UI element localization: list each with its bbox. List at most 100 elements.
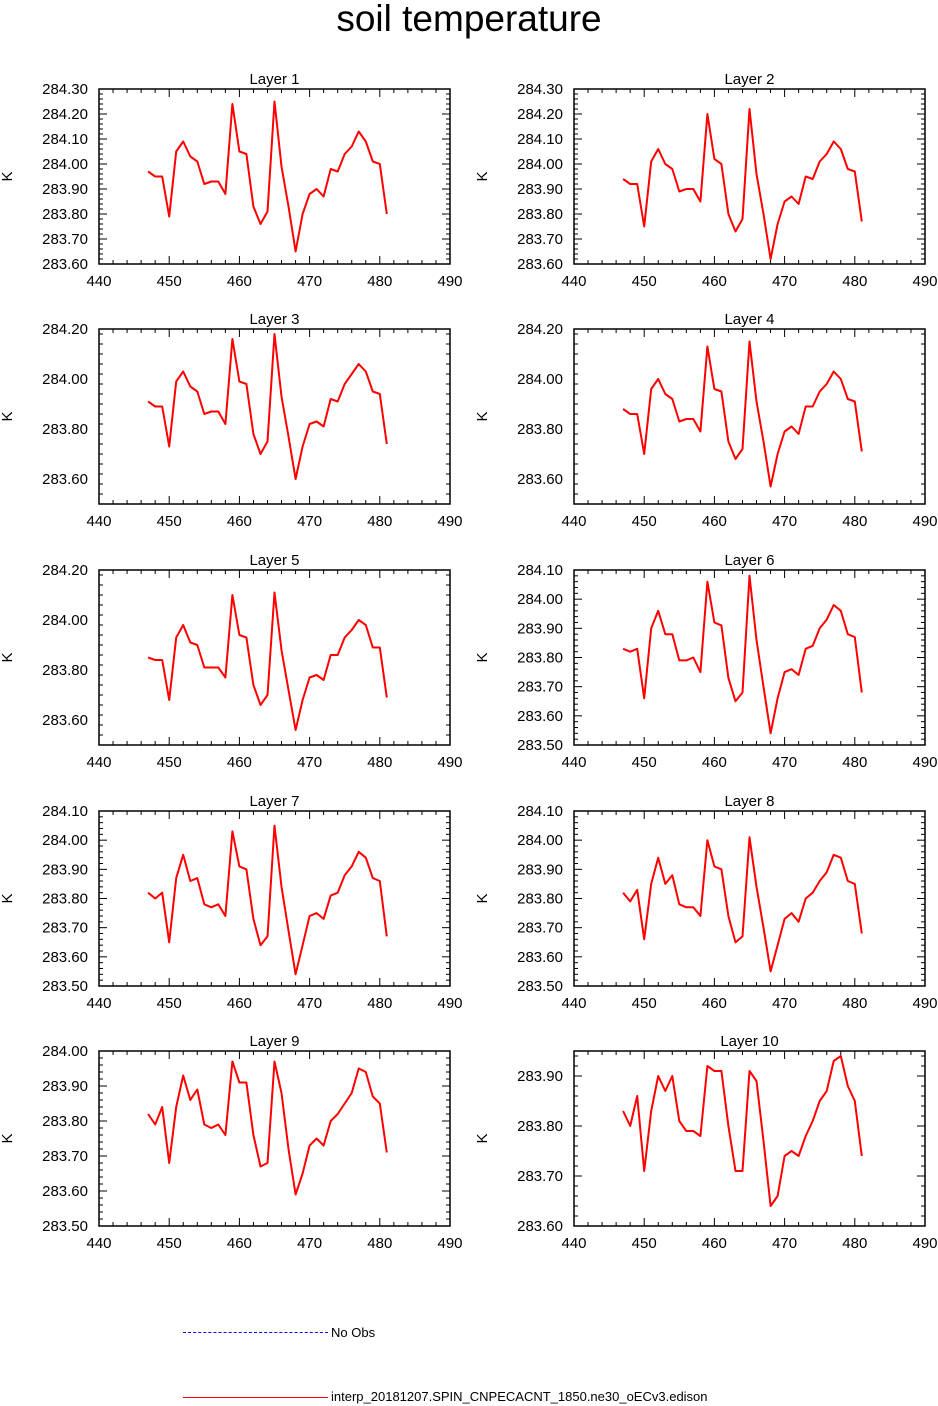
panel-title: Layer 10 bbox=[720, 1033, 778, 1050]
series-line bbox=[622, 836, 863, 973]
y-axis-label: K bbox=[0, 411, 16, 421]
x-tick-label: 490 bbox=[912, 513, 937, 530]
y-tick-label: 283.50 bbox=[517, 978, 563, 995]
y-tick-label: 284.00 bbox=[517, 832, 563, 849]
y-tick-label: 284.20 bbox=[42, 321, 88, 338]
panel-title: Layer 6 bbox=[724, 552, 774, 569]
y-tick-label: 284.20 bbox=[517, 321, 563, 338]
y-tick-label: 283.60 bbox=[42, 712, 88, 729]
y-tick-label: 283.60 bbox=[517, 471, 563, 488]
y-axis-label: K bbox=[0, 171, 16, 181]
x-tick-label: 440 bbox=[86, 513, 111, 530]
x-tick-label: 440 bbox=[561, 754, 586, 771]
y-tick-label: 283.90 bbox=[42, 861, 88, 878]
y-tick-label: 283.70 bbox=[517, 1168, 563, 1185]
y-tick-label: 283.70 bbox=[517, 679, 563, 696]
x-tick-label: 490 bbox=[912, 1235, 937, 1252]
x-tick-label: 480 bbox=[367, 1235, 392, 1252]
y-tick-label: 283.80 bbox=[42, 421, 88, 438]
y-axis-label: K bbox=[0, 893, 16, 903]
main-title: soil temperature bbox=[336, 0, 602, 39]
panel-title: Layer 3 bbox=[249, 311, 299, 328]
x-tick-label: 460 bbox=[702, 273, 727, 290]
x-tick-label: 440 bbox=[86, 995, 111, 1012]
x-tick-label: 490 bbox=[437, 754, 462, 771]
x-tick-label: 450 bbox=[157, 995, 182, 1012]
x-tick-label: 440 bbox=[561, 273, 586, 290]
y-tick-label: 284.30 bbox=[42, 81, 88, 98]
series-line bbox=[147, 1060, 388, 1196]
x-tick-label: 480 bbox=[842, 273, 867, 290]
x-tick-label: 490 bbox=[912, 754, 937, 771]
x-tick-label: 480 bbox=[367, 754, 392, 771]
panel-title: Layer 8 bbox=[724, 793, 774, 810]
y-tick-label: 284.20 bbox=[517, 106, 563, 123]
y-tick-label: 283.80 bbox=[42, 662, 88, 679]
y-tick-label: 284.00 bbox=[42, 832, 88, 849]
y-tick-label: 284.10 bbox=[517, 131, 563, 148]
plot-frame bbox=[573, 328, 926, 505]
x-tick-label: 470 bbox=[772, 995, 797, 1012]
x-tick-label: 450 bbox=[157, 273, 182, 290]
x-tick-label: 480 bbox=[842, 1235, 867, 1252]
chart-panel-1: Layer 1 K 440 450 460 470 480 490 283.60 283.70 28… bbox=[0, 71, 463, 290]
x-tick-label: 460 bbox=[227, 273, 252, 290]
panel-title: Layer 1 bbox=[249, 71, 299, 88]
legend-no-obs-line bbox=[183, 1332, 328, 1333]
y-tick-label: 283.80 bbox=[517, 206, 563, 223]
plot-frame bbox=[98, 88, 451, 265]
chart-panel-4: Layer 4 K 440 450 460 470 480 490 283.60 283.80 28… bbox=[474, 311, 938, 530]
y-tick-label: 283.60 bbox=[517, 1218, 563, 1235]
x-tick-label: 450 bbox=[632, 1235, 657, 1252]
y-tick-label: 283.60 bbox=[517, 708, 563, 725]
y-tick-label: 283.60 bbox=[517, 256, 563, 273]
y-tick-label: 283.80 bbox=[517, 650, 563, 667]
x-tick-label: 490 bbox=[437, 513, 462, 530]
y-axis-label: K bbox=[474, 1133, 491, 1143]
x-tick-label: 470 bbox=[772, 513, 797, 530]
x-tick-label: 470 bbox=[772, 1235, 797, 1252]
y-tick-label: 284.00 bbox=[42, 1043, 88, 1060]
series-line bbox=[147, 100, 388, 253]
series-line bbox=[622, 108, 863, 260]
series-line bbox=[147, 824, 388, 976]
chart-panel-2: Layer 2 K 440 450 460 470 480 490 283.60 283.70 28… bbox=[474, 71, 938, 290]
y-tick-label: 283.90 bbox=[517, 620, 563, 637]
legend-model-line bbox=[183, 1397, 328, 1398]
x-tick-label: 450 bbox=[632, 754, 657, 771]
x-tick-label: 480 bbox=[367, 513, 392, 530]
y-axis-label: K bbox=[474, 893, 491, 903]
y-tick-label: 283.90 bbox=[42, 1078, 88, 1095]
y-tick-label: 283.60 bbox=[42, 1183, 88, 1200]
x-tick-label: 480 bbox=[367, 995, 392, 1012]
series-line bbox=[622, 574, 863, 735]
y-tick-label: 283.80 bbox=[517, 421, 563, 438]
x-tick-label: 490 bbox=[437, 273, 462, 290]
y-tick-label: 283.60 bbox=[42, 256, 88, 273]
chart-panel-8: Layer 8 K 440 450 460 470 480 490 283.50 283.60 28… bbox=[474, 793, 938, 1012]
x-tick-label: 470 bbox=[297, 513, 322, 530]
series-line bbox=[622, 340, 863, 488]
chart-panel-10: Layer 10 K 440 450 460 470 480 490 283.60 283.70 2… bbox=[474, 1033, 938, 1252]
y-tick-label: 283.90 bbox=[517, 861, 563, 878]
x-tick-label: 460 bbox=[702, 513, 727, 530]
legend-model-label: interp_20181207.SPIN_CNPECACNT_1850.ne30… bbox=[331, 1389, 708, 1404]
y-tick-label: 283.80 bbox=[42, 1113, 88, 1130]
x-tick-label: 440 bbox=[561, 1235, 586, 1252]
y-tick-label: 284.00 bbox=[42, 612, 88, 629]
y-tick-label: 284.00 bbox=[517, 371, 563, 388]
x-tick-label: 470 bbox=[772, 273, 797, 290]
y-tick-label: 283.80 bbox=[517, 891, 563, 908]
x-tick-label: 480 bbox=[842, 995, 867, 1012]
y-tick-label: 283.90 bbox=[517, 1068, 563, 1085]
x-tick-label: 460 bbox=[702, 754, 727, 771]
series-line bbox=[147, 591, 388, 731]
x-tick-label: 440 bbox=[86, 273, 111, 290]
y-tick-label: 283.70 bbox=[517, 231, 563, 248]
x-tick-label: 440 bbox=[86, 754, 111, 771]
y-tick-label: 284.10 bbox=[517, 562, 563, 579]
x-tick-label: 460 bbox=[702, 1235, 727, 1252]
x-tick-label: 440 bbox=[86, 1235, 111, 1252]
y-tick-label: 283.90 bbox=[517, 181, 563, 198]
